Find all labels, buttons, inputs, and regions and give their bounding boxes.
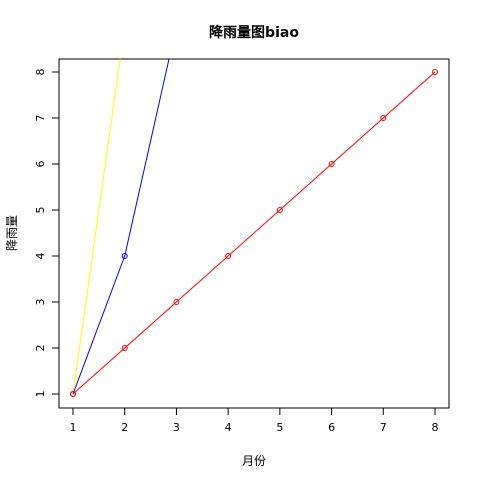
data-point	[328, 161, 335, 167]
data-point	[276, 207, 283, 213]
x-tick-label: 2	[121, 421, 128, 434]
x-tick-label: 5	[276, 421, 283, 434]
x-axis: 1 2 3 4 5 6 7 8	[70, 407, 439, 434]
series-line	[72, 59, 121, 395]
y-tick-label: 7	[34, 115, 47, 122]
series-line	[72, 59, 170, 395]
data-point	[121, 253, 128, 259]
y-tick-label: 8	[34, 69, 47, 76]
data-point	[174, 24, 179, 29]
data-point	[225, 253, 232, 259]
y-tick-label: 1	[34, 391, 47, 398]
y-axis: 1 2 3 4 5 6 7 8	[34, 69, 60, 398]
x-tick-label: 3	[173, 421, 180, 434]
y-tick-label: 2	[34, 345, 47, 352]
x-tick-label: 8	[432, 421, 439, 434]
x-tick-label: 4	[225, 421, 232, 434]
data-point	[432, 69, 438, 75]
data-point	[70, 391, 76, 397]
data-point	[380, 115, 387, 121]
x-axis-label: 月份	[242, 454, 266, 468]
x-tick-label: 6	[328, 421, 335, 434]
series-layer	[70, 24, 438, 397]
series-line	[72, 71, 436, 395]
x-tick-label: 1	[70, 421, 77, 434]
data-point	[173, 299, 180, 305]
y-axis-label: 降雨量	[5, 215, 19, 251]
chart-title: 降雨量图biao	[209, 24, 299, 41]
y-tick-label: 5	[34, 207, 47, 214]
x-tick-label: 7	[380, 421, 387, 434]
y-tick-label: 3	[34, 299, 47, 306]
y-tick-label: 4	[34, 253, 47, 260]
data-point	[121, 345, 128, 351]
y-tick-label: 6	[34, 161, 47, 168]
